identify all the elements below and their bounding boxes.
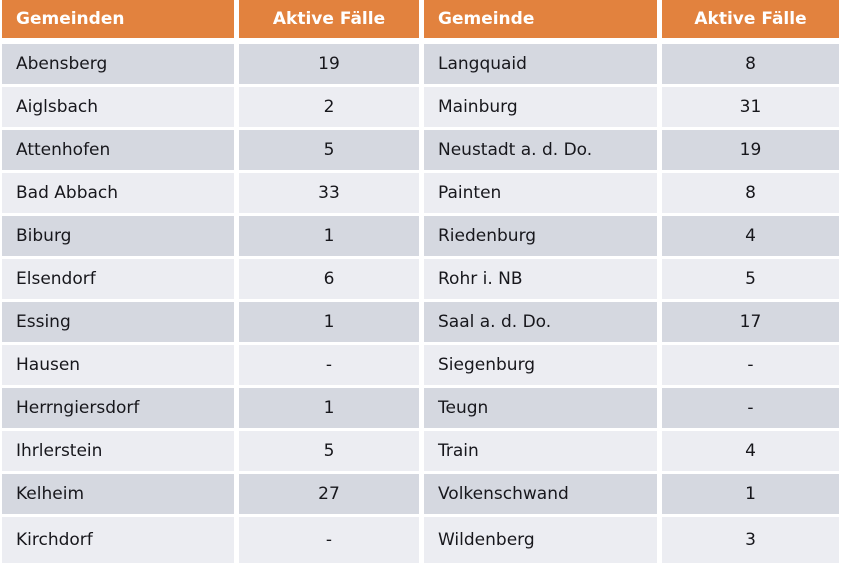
gemeinde-cell: Rohr i. NB [424,259,657,299]
gemeinde-cell: Biburg [2,216,234,256]
column-header-gemeinden: Gemeinden [2,0,234,38]
table-row: Rohr i. NB 5 [424,259,839,299]
column-header-aktive-faelle-left: Aktive Fälle [239,0,419,38]
gemeinde-cell: Herrngiersdorf [2,388,234,428]
gemeinde-cell: Riedenburg [424,216,657,256]
table-row: Neustadt a. d. Do. 19 [424,130,839,170]
cases-cell: 31 [662,87,839,127]
cases-cell: 17 [662,302,839,342]
gemeinde-cell: Ihrlerstein [2,431,234,471]
gemeinde-cell: Langquaid [424,44,657,84]
table-body-left: Abensberg 19 Aiglsbach 2 Attenhofen 5 Bad Abba… [2,44,419,563]
table-panel-right: Gemeinde Aktive Fälle Langquaid 8 Mainburg… [424,0,839,563]
gemeinde-cell: Elsendorf [2,259,234,299]
gemeinde-cell: Attenhofen [2,130,234,170]
gemeinde-cell: Hausen [2,345,234,385]
table-row: Herrngiersdorf 1 [2,388,419,428]
table-row: Mainburg 31 [424,87,839,127]
table-row: Bad Abbach 33 [2,173,419,213]
gemeinde-cell: Volkenschwand [424,474,657,514]
table-row: Saal a. d. Do. 17 [424,302,839,342]
column-header-gemeinde: Gemeinde [424,0,657,38]
gemeinde-cell: Neustadt a. d. Do. [424,130,657,170]
column-header-aktive-faelle-right: Aktive Fälle [662,0,839,38]
gemeinde-cell: Teugn [424,388,657,428]
table-row: Kirchdorf - [2,517,419,563]
gemeinde-cell: Siegenburg [424,345,657,385]
gemeinde-cell: Aiglsbach [2,87,234,127]
table-row: Abensberg 19 [2,44,419,84]
gemeinde-cell: Essing [2,302,234,342]
gemeinde-cell: Kirchdorf [2,517,234,563]
gemeinde-cell: Kelheim [2,474,234,514]
table-header-row: Gemeinden Aktive Fälle [2,0,419,38]
cases-cell: 19 [662,130,839,170]
table-row: Kelheim 27 [2,474,419,514]
table-row: Hausen - [2,345,419,385]
cases-cell: 8 [662,173,839,213]
table-row: Riedenburg 4 [424,216,839,256]
cases-cell: 1 [239,302,419,342]
cases-cell: 8 [662,44,839,84]
gemeinde-cell: Mainburg [424,87,657,127]
cases-cell: - [239,517,419,563]
cases-cell: 33 [239,173,419,213]
cases-cell: 1 [662,474,839,514]
cases-cell: 1 [239,216,419,256]
cases-cell: 5 [239,130,419,170]
table-body-right: Langquaid 8 Mainburg 31 Neustadt a. d. Do. 19… [424,44,839,563]
table-row: Siegenburg - [424,345,839,385]
table-row: Attenhofen 5 [2,130,419,170]
cases-cell: - [662,345,839,385]
cases-cell: 5 [239,431,419,471]
gemeinde-cell: Saal a. d. Do. [424,302,657,342]
table-row: Wildenberg 3 [424,517,839,563]
gemeinde-cell: Wildenberg [424,517,657,563]
table-row: Teugn - [424,388,839,428]
cases-cell: 4 [662,431,839,471]
table-row: Essing 1 [2,302,419,342]
gemeinde-cell: Painten [424,173,657,213]
cases-cell: 5 [662,259,839,299]
cases-cell: 27 [239,474,419,514]
table-panel-left: Gemeinden Aktive Fälle Abensberg 19 Aiglsb… [2,0,419,563]
table-row: Painten 8 [424,173,839,213]
cases-cell: - [239,345,419,385]
table-row: Elsendorf 6 [2,259,419,299]
cases-cell: 3 [662,517,839,563]
cases-cell: - [662,388,839,428]
table-row: Langquaid 8 [424,44,839,84]
cases-cell: 4 [662,216,839,256]
cases-cell: 19 [239,44,419,84]
table-row: Train 4 [424,431,839,471]
table-header-row: Gemeinde Aktive Fälle [424,0,839,38]
gemeinde-cell: Abensberg [2,44,234,84]
table-row: Volkenschwand 1 [424,474,839,514]
table-row: Ihrlerstein 5 [2,431,419,471]
gemeinde-cell: Bad Abbach [2,173,234,213]
gemeinde-cell: Train [424,431,657,471]
table-row: Aiglsbach 2 [2,87,419,127]
table-row: Biburg 1 [2,216,419,256]
cases-cell: 2 [239,87,419,127]
cases-cell: 6 [239,259,419,299]
cases-cell: 1 [239,388,419,428]
